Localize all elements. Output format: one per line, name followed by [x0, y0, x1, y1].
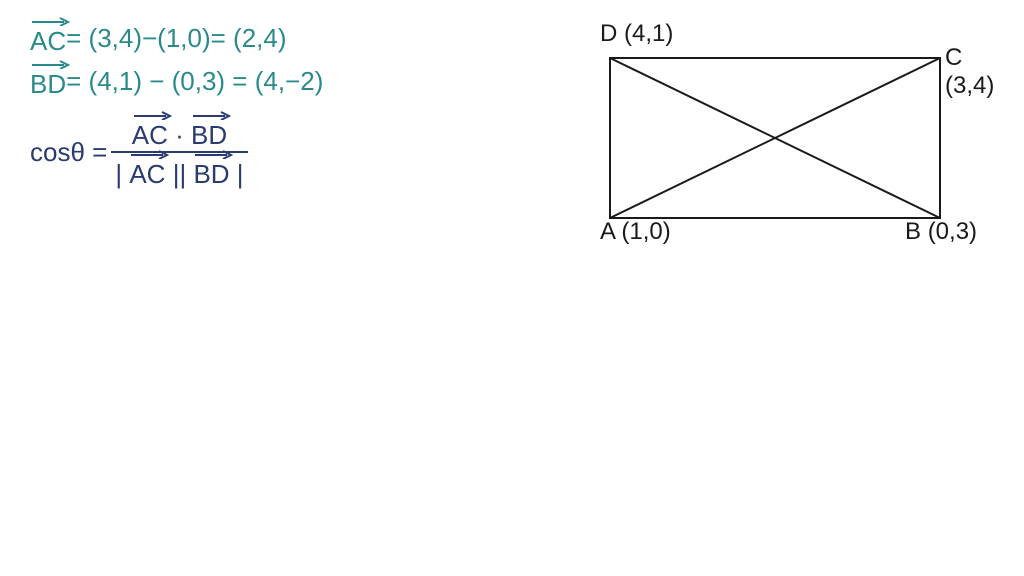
equation-bd-rest: = (4,1) − (0,3) = (4,−2)	[66, 66, 323, 97]
vector-arrow-icon	[30, 59, 70, 69]
vector-arrow-icon	[129, 149, 169, 159]
vector-ac-den: AC	[129, 153, 165, 190]
vector-ac: AC	[30, 20, 66, 57]
vertex-a: A	[600, 218, 615, 245]
vector-bd-den-label: BD	[193, 159, 229, 189]
vector-ac-num-label: AC	[132, 120, 168, 150]
rectangle-diagram: D (4,1) C (3,4) A (1,0) B (0,3)	[560, 18, 980, 248]
den-abs-mid: ||	[173, 159, 187, 189]
vector-arrow-icon	[191, 110, 231, 120]
vector-arrow-icon	[30, 16, 70, 26]
equation-ac-rest: = (3,4)−(1,0)= (2,4)	[66, 23, 286, 54]
equation-cos-theta: cosθ = AC · BD	[30, 114, 323, 190]
label-d: D (4,1)	[600, 20, 673, 48]
fraction-denominator: | AC || BD |	[111, 153, 247, 190]
vector-bd-num-label: BD	[191, 120, 227, 150]
vector-ac-num: AC	[132, 114, 168, 151]
fraction: AC · BD | A	[111, 114, 247, 190]
cos-theta-lhs: cosθ =	[30, 137, 107, 168]
equations-block: AC = (3,4)−(1,0)= (2,4) BD = (4,1) − (0,…	[30, 20, 323, 196]
label-b: B (0,3)	[905, 218, 977, 246]
label-a: A (1,0)	[600, 218, 671, 246]
coord-c: (3,4)	[945, 72, 994, 99]
diagram-svg	[560, 18, 980, 248]
coord-a: (1,0)	[621, 218, 670, 245]
fraction-numerator: AC · BD	[128, 114, 231, 151]
vector-arrow-icon	[132, 110, 172, 120]
vector-ac-den-label: AC	[129, 159, 165, 189]
equation-bd: BD = (4,1) − (0,3) = (4,−2)	[30, 63, 323, 100]
den-abs-open1: |	[115, 159, 122, 189]
vector-bd-den: BD	[193, 153, 229, 190]
coord-d: (4,1)	[624, 20, 673, 47]
label-c: C (3,4)	[945, 44, 994, 100]
vector-bd-num: BD	[191, 114, 227, 151]
vector-bd-label: BD	[30, 69, 66, 99]
dot-operator: ·	[175, 120, 184, 150]
equation-ac: AC = (3,4)−(1,0)= (2,4)	[30, 20, 323, 57]
vertex-b: B	[905, 218, 921, 245]
vector-arrow-icon	[193, 149, 233, 159]
vertex-d: D	[600, 20, 617, 47]
vector-ac-label: AC	[30, 26, 66, 56]
den-abs-close: |	[237, 159, 244, 189]
vector-bd: BD	[30, 63, 66, 100]
vertex-c: C	[945, 44, 962, 71]
coord-b: (0,3)	[928, 218, 977, 245]
